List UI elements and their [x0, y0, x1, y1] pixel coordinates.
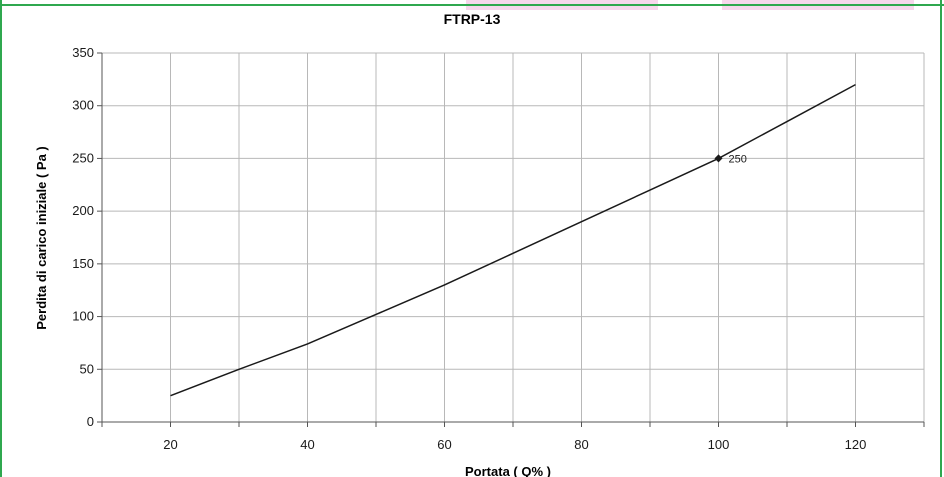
frame-border-top [0, 4, 944, 6]
data-point-marker [714, 154, 723, 163]
x-tick-label: 40 [300, 437, 314, 452]
axes [97, 52, 925, 427]
data-label: 250 [729, 153, 747, 165]
x-tick-label: 80 [574, 437, 588, 452]
chart-title: FTRP-13 [444, 11, 501, 27]
y-tick-label: 350 [72, 45, 94, 60]
y-tick-label: 50 [80, 361, 94, 376]
grid [102, 52, 925, 422]
y-tick-label: 200 [72, 203, 94, 218]
x-tick-label: 100 [708, 437, 730, 452]
y-tick-label: 0 [87, 414, 94, 429]
x-tick-label: 60 [437, 437, 451, 452]
series-line [170, 83, 856, 397]
y-tick-label: 250 [72, 150, 94, 165]
labels: FTRP-13 Portata ( Q% ) Perdita di carico… [34, 11, 866, 477]
y-tick-label: 150 [72, 256, 94, 271]
y-tick-label: 100 [72, 309, 94, 324]
y-tick-label: 300 [72, 98, 94, 113]
y-axis-label: Perdita di carico iniziale ( Pa ) [34, 146, 49, 330]
frame-border-left [0, 0, 2, 477]
x-tick-label: 120 [845, 437, 867, 452]
x-axis-label: Portata ( Q% ) [465, 464, 551, 477]
frame-border-right [940, 0, 942, 477]
series-layer [170, 83, 856, 397]
x-tick-label: 20 [163, 437, 177, 452]
